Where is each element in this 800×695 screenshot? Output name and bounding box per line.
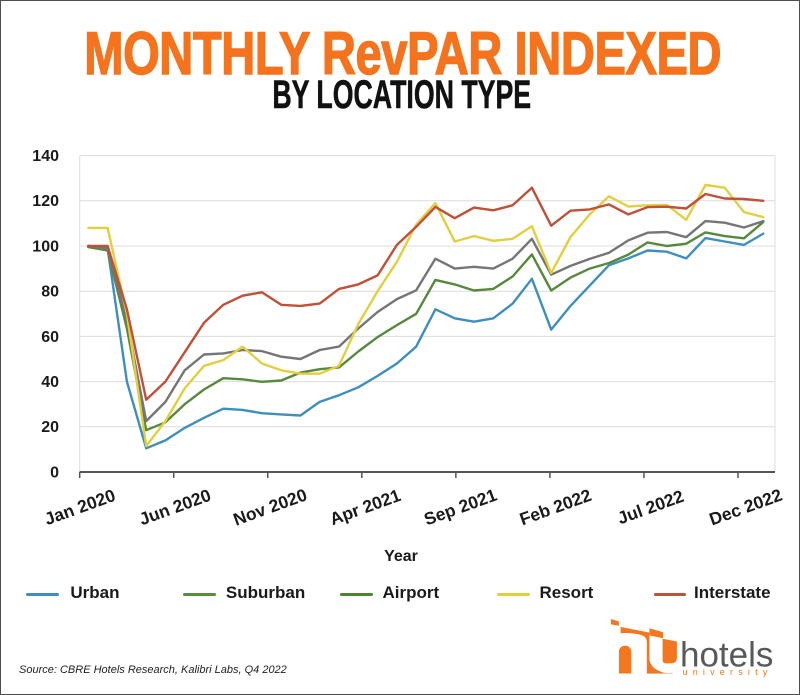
svg-text:60: 60 [41,329,59,346]
svg-text:Feb 2022: Feb 2022 [517,485,594,530]
svg-text:Year: Year [384,548,418,565]
svg-text:140: 140 [32,148,59,165]
svg-text:40: 40 [41,374,59,391]
svg-text:Jan 2020: Jan 2020 [42,485,119,529]
svg-text:100: 100 [32,238,59,255]
svg-text:Nov 2020: Nov 2020 [231,484,310,529]
svg-text:0: 0 [50,464,59,481]
svg-text:university: university [683,667,773,677]
svg-text:Jul 2022: Jul 2022 [615,486,687,529]
svg-text:Dec 2022: Dec 2022 [707,485,785,530]
svg-text:20: 20 [41,419,59,436]
svg-text:Apr 2021: Apr 2021 [327,485,404,529]
svg-text:120: 120 [32,193,59,210]
svg-text:80: 80 [41,284,59,301]
svg-text:Jun 2020: Jun 2020 [136,485,213,530]
svg-text:Sep 2021: Sep 2021 [421,485,499,530]
svg-text:hotels: hotels [680,635,773,674]
